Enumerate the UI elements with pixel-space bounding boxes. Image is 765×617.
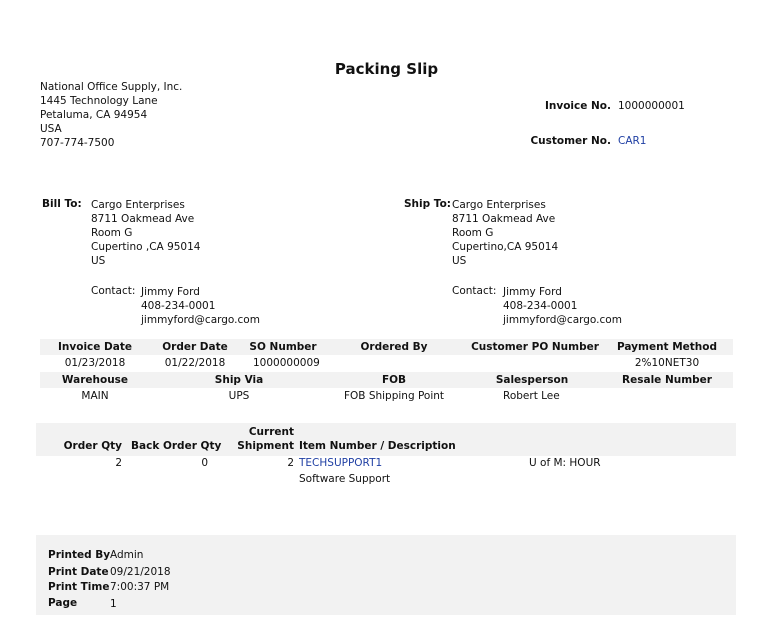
line-items-header-band xyxy=(36,423,736,456)
payment-method-header: Payment Method xyxy=(616,341,718,353)
current-shipment-header-line2: Shipment xyxy=(237,440,294,452)
ship-via-header: Ship Via xyxy=(214,374,264,386)
order-qty-header: Order Qty xyxy=(63,440,122,452)
customer-po-header: Customer PO Number xyxy=(471,341,599,353)
order-info-header-band xyxy=(40,339,733,355)
order-date-value: 01/22/2018 xyxy=(164,357,226,369)
company-address1: 1445 Technology Lane xyxy=(40,95,158,107)
bill-to-name: Cargo Enterprises xyxy=(91,199,185,211)
invoice-no-label: Invoice No. xyxy=(544,100,611,112)
bill-to-country: US xyxy=(91,255,106,267)
ship-to-address1: 8711 Oakmead Ave xyxy=(452,213,556,225)
ship-info-header-band xyxy=(40,372,733,388)
warehouse-header: Warehouse xyxy=(61,374,129,386)
page-number: 1 xyxy=(110,598,117,610)
print-time-label: Print Time xyxy=(48,581,110,593)
fob-header: FOB xyxy=(381,374,407,386)
ship-to-label: Ship To: xyxy=(404,198,451,210)
warehouse-value: MAIN xyxy=(81,390,109,402)
bill-to-city-state-zip: Cupertino ,CA 95014 xyxy=(91,241,201,253)
company-name: National Office Supply, Inc. xyxy=(40,81,183,93)
back-order-qty-header: Back Order Qty xyxy=(131,440,222,452)
customer-no-link[interactable]: CAR1 xyxy=(618,135,647,147)
page-label: Page xyxy=(48,597,78,609)
invoice-no-value: 1000000001 xyxy=(618,100,685,112)
print-time-value: 7:00:37 PM xyxy=(110,581,170,593)
bill-to-contact: Jimmy Ford 408-234-0001 jimmyford@cargo.… xyxy=(141,285,260,327)
payment-method-value: 2%10NET30 xyxy=(634,357,700,369)
ship-via-value: UPS xyxy=(228,390,250,402)
page-title: Packing Slip xyxy=(334,60,439,78)
salesperson-header: Salesperson xyxy=(495,374,569,386)
ship-to-contact: Jimmy Ford 408-234-0001 jimmyford@cargo.… xyxy=(503,285,622,327)
invoice-date-header: Invoice Date xyxy=(58,341,132,353)
customer-no-label: Customer No. xyxy=(530,135,611,147)
so-number-header: SO Number xyxy=(249,341,317,353)
company-country: USA xyxy=(40,123,62,135)
ship-to-address2: Room G xyxy=(452,227,494,239)
print-date-label: Print Date xyxy=(48,566,109,578)
ship-to-country: US xyxy=(452,255,467,267)
printed-by-label: Printed By xyxy=(48,549,111,561)
company-city-state-zip: Petaluma, CA 94954 xyxy=(40,109,148,121)
company-address: National Office Supply, Inc. 1445 Techno… xyxy=(40,80,182,150)
ship-to-contact-name: Jimmy Ford xyxy=(503,286,562,298)
ship-to-address: Cargo Enterprises 8711 Oakmead Ave Room … xyxy=(452,198,558,268)
printed-by-value: Admin xyxy=(110,549,144,561)
bill-to-address2: Room G xyxy=(91,227,133,239)
order-qty-cell: 2 xyxy=(115,457,122,469)
back-order-qty-cell: 0 xyxy=(201,457,208,469)
bill-to-contact-phone: 408-234-0001 xyxy=(141,300,216,312)
uom-cell: U of M: HOUR xyxy=(529,457,601,469)
fob-value: FOB Shipping Point xyxy=(343,390,445,402)
ship-to-contact-email: jimmyford@cargo.com xyxy=(503,314,622,326)
bill-to-address: Cargo Enterprises 8711 Oakmead Ave Room … xyxy=(91,198,200,268)
resale-number-header: Resale Number xyxy=(622,374,712,386)
ship-to-contact-label: Contact: xyxy=(452,285,497,297)
ship-to-name: Cargo Enterprises xyxy=(452,199,546,211)
bill-to-contact-email: jimmyford@cargo.com xyxy=(141,314,260,326)
invoice-date-value: 01/23/2018 xyxy=(64,357,126,369)
ordered-by-header: Ordered By xyxy=(360,341,428,353)
ship-to-contact-phone: 408-234-0001 xyxy=(503,300,578,312)
ship-to-city-state-zip: Cupertino,CA 95014 xyxy=(452,241,559,253)
bill-to-contact-name: Jimmy Ford xyxy=(141,286,200,298)
footer-band xyxy=(36,535,736,615)
item-description-header: Item Number / Description xyxy=(299,440,456,452)
print-date-value: 09/21/2018 xyxy=(110,566,171,578)
bill-to-contact-label: Contact: xyxy=(91,285,136,297)
current-shipment-cell: 2 xyxy=(287,457,294,469)
so-number-value: 1000000009 xyxy=(253,357,320,369)
salesperson-value: Robert Lee xyxy=(503,390,560,402)
order-date-header: Order Date xyxy=(162,341,228,353)
item-description-cell: Software Support xyxy=(299,473,391,485)
item-number-link[interactable]: TECHSUPPORT1 xyxy=(299,457,383,469)
bill-to-address1: 8711 Oakmead Ave xyxy=(91,213,195,225)
current-shipment-header-line1: Current xyxy=(248,426,294,438)
company-phone: 707-774-7500 xyxy=(40,137,115,149)
bill-to-label: Bill To: xyxy=(42,198,82,210)
